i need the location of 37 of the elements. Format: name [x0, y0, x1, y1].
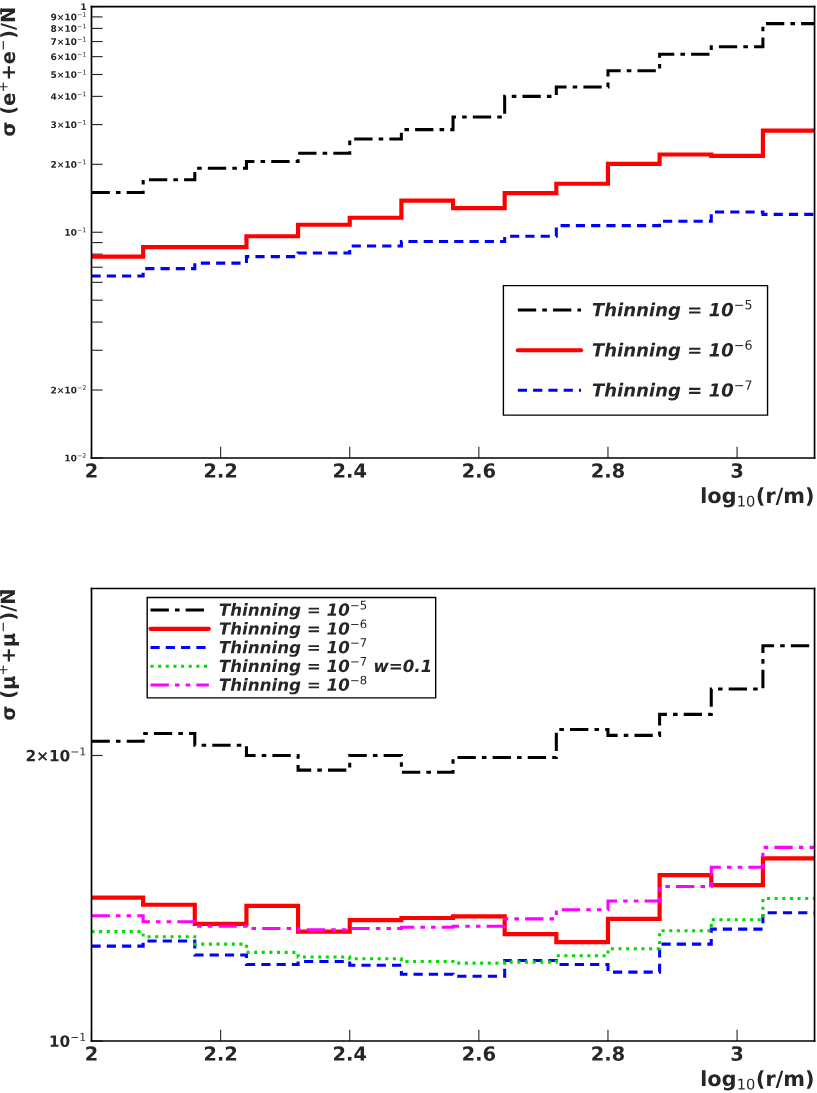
legend-label: Thinning = 10$^{−6}$: [219, 619, 367, 639]
y-tick-label: 4×10$^{−1}$: [50, 91, 86, 100]
y-tick-label: 2×10$^{−2}$: [51, 385, 86, 394]
y-axis-title: σ (e$^{+}$+e$^{−}$)/N̄: [0, 8, 18, 136]
x-tick-label: 2.4: [334, 463, 367, 478]
x-axis-title: log$_{10}$(r/m): [701, 1070, 813, 1091]
y-tick-label: 10$^{−1}$: [65, 227, 86, 236]
y-tick-label: 9×10$^{−1}$: [51, 12, 86, 21]
y-tick-label: 8×10$^{−1}$: [51, 23, 86, 32]
x-tick-label: 2: [86, 1046, 97, 1061]
x-tick-label: 2.4: [334, 1046, 367, 1061]
legend-label: Thinning = 10$^{−6}$: [592, 340, 752, 361]
y-tick-label: 7×10$^{−1}$: [51, 36, 86, 46]
x-tick-label: 2.6: [463, 1046, 496, 1061]
x-tick-label: 3: [731, 463, 743, 478]
y-tick-label: 2×10$^{−1}$: [51, 159, 86, 168]
legend-label: Thinning = 10$^{−7}$: [219, 638, 367, 657]
legend-label: Thinning = 10$^{−7}$: [592, 380, 752, 401]
y-tick-label: 3×10$^{−1}$: [51, 119, 86, 129]
legend-label: Thinning = 10$^{−7}$ w=0.1: [219, 657, 431, 676]
x-tick-label: 2: [86, 463, 97, 478]
legend-label: Thinning = 10$^{−8}$: [219, 675, 367, 695]
y-tick-label: 6×10$^{−1}$: [51, 51, 86, 61]
legend-label: Thinning = 10$^{−5}$: [219, 600, 367, 620]
x-tick-label: 2.2: [204, 463, 237, 478]
x-tick-label: 2.6: [463, 463, 496, 478]
x-axis-title: log$_{10}$(r/m): [701, 487, 813, 508]
y-tick-label: 10$^{−2}$: [65, 453, 86, 462]
y-tick-label: 2×10$^{−1}$: [26, 747, 86, 762]
y-tick-label: 1: [81, 3, 87, 10]
x-tick-label: 3: [731, 1046, 743, 1061]
x-tick-label: 2.2: [204, 1046, 237, 1061]
y-tick-label: 5×10$^{−1}$: [51, 69, 86, 78]
y-tick-label: 10$^{−1}$: [50, 1033, 86, 1047]
x-tick-label: 2.8: [592, 1046, 624, 1061]
legend-label: Thinning = 10$^{−5}$: [592, 300, 752, 321]
x-tick-label: 2.8: [592, 463, 624, 478]
